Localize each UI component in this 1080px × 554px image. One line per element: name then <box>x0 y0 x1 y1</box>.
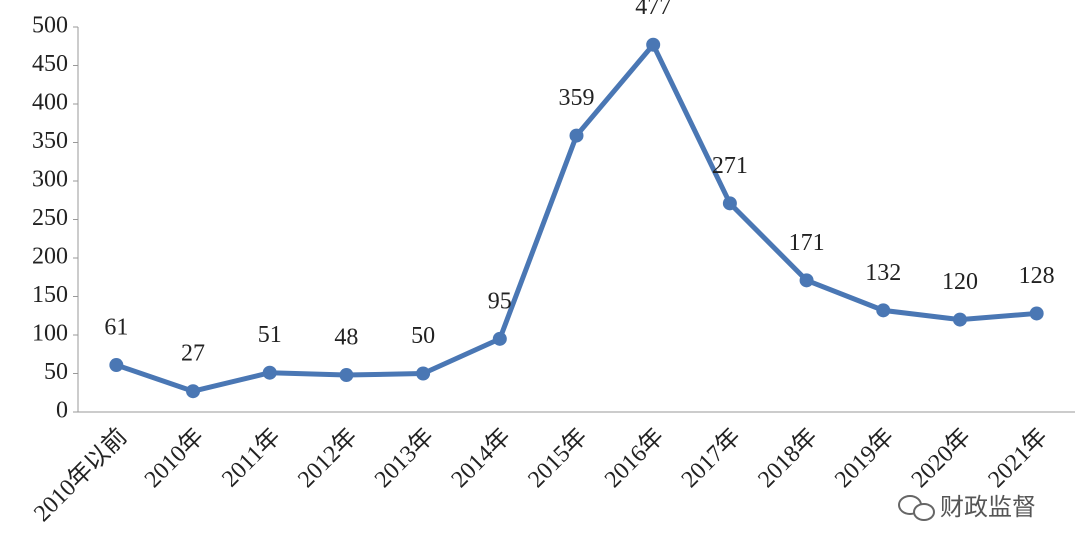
x-tick-label: 2010年 <box>139 423 209 493</box>
data-label: 51 <box>258 322 282 348</box>
y-tick-label: 350 <box>32 128 68 154</box>
y-tick-label: 0 <box>56 398 68 424</box>
marker <box>1029 306 1044 321</box>
x-tick-label: 2020年 <box>906 423 976 493</box>
data-label: 271 <box>712 153 748 179</box>
marker <box>646 37 661 52</box>
data-label: 132 <box>865 260 901 286</box>
watermark-icon <box>898 495 935 521</box>
marker <box>722 196 737 211</box>
data-label: 171 <box>789 230 825 256</box>
y-tick-label: 250 <box>32 205 68 231</box>
data-label: 359 <box>559 85 595 111</box>
marker <box>799 273 814 288</box>
x-tick-label: 2017年 <box>676 423 746 493</box>
x-tick-label: 2019年 <box>829 423 899 493</box>
y-tick-label: 50 <box>44 359 68 385</box>
data-label: 50 <box>411 323 435 349</box>
marker <box>186 384 201 399</box>
x-tick-label: 2018年 <box>753 423 823 493</box>
x-tick-label: 2013年 <box>369 423 439 493</box>
x-tick-label: 2016年 <box>599 423 669 493</box>
data-label: 48 <box>334 325 358 351</box>
y-tick-label: 150 <box>32 282 68 308</box>
marker <box>109 358 124 373</box>
marker <box>262 365 277 380</box>
y-tick-label: 450 <box>32 51 68 77</box>
marker <box>416 366 431 381</box>
y-tick-label: 500 <box>32 13 68 39</box>
data-label: 120 <box>942 269 978 295</box>
marker <box>339 368 354 383</box>
x-tick-label: 2014年 <box>446 423 516 493</box>
data-label: 477 <box>635 0 671 20</box>
y-tick-label: 300 <box>32 167 68 193</box>
y-tick-label: 200 <box>32 244 68 270</box>
marker <box>876 303 891 318</box>
data-label: 95 <box>488 288 512 314</box>
y-tick-label: 100 <box>32 321 68 347</box>
y-tick-label: 400 <box>32 90 68 116</box>
data-label: 27 <box>181 341 205 367</box>
x-tick-label: 2010年以前 <box>29 423 133 527</box>
x-tick-label: 2011年 <box>216 423 285 492</box>
data-label: 128 <box>1019 263 1055 289</box>
watermark: 财政监督 <box>940 493 1036 521</box>
x-tick-label: 2012年 <box>293 423 363 493</box>
data-label: 61 <box>104 315 128 341</box>
marker <box>952 312 967 327</box>
x-tick-label: 2021年 <box>983 423 1053 493</box>
marker <box>492 331 507 346</box>
marker <box>569 128 584 143</box>
x-tick-label: 2015年 <box>523 423 593 493</box>
